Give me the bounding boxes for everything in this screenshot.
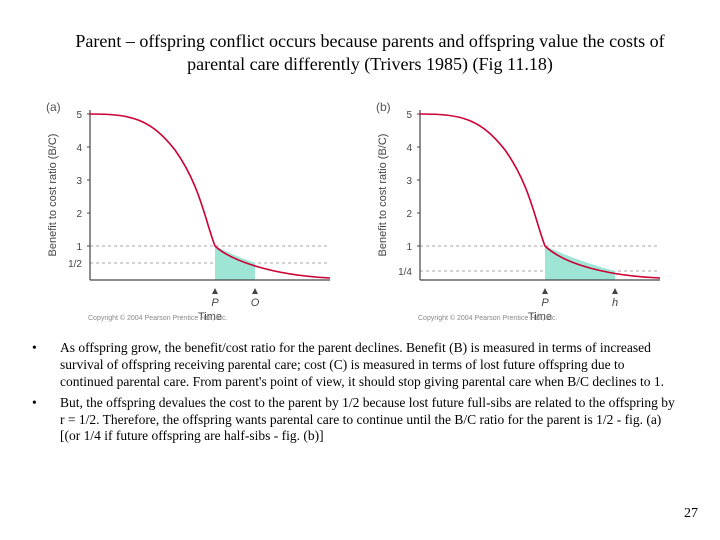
bullet-item: • But, the offspring devalues the cost t…: [30, 395, 680, 446]
bullet-text: But, the offspring devalues the cost to …: [60, 395, 680, 446]
chart-b-copyright: Copyright © 2004 Pearson Prentice Hall, …: [418, 315, 557, 322]
svg-text:P: P: [211, 297, 219, 309]
svg-text:Benefit to cost ratio (B/C): Benefit to cost ratio (B/C): [47, 134, 59, 257]
chart-a: (a) 5 4 3 2: [40, 100, 350, 330]
bullet-list: • As offspring grow, the benefit/cost ra…: [30, 340, 680, 449]
bullet-marker: •: [30, 395, 60, 446]
svg-text:3: 3: [406, 176, 412, 187]
svg-text:4: 4: [76, 143, 82, 154]
bullet-item: • As offspring grow, the benefit/cost ra…: [30, 340, 680, 391]
svg-text:3: 3: [76, 176, 82, 187]
chart-b-svg: 5 4 3 2 1 1/4 P h Time Benefit to cost r…: [370, 100, 680, 330]
svg-text:O: O: [251, 297, 260, 309]
chart-b: (b) 5 4 3 2 1 1/4: [370, 100, 680, 330]
svg-text:1: 1: [406, 242, 412, 253]
svg-text:Benefit to cost ratio (B/C): Benefit to cost ratio (B/C): [377, 134, 389, 257]
page-number: 27: [684, 506, 698, 522]
svg-text:1: 1: [76, 242, 82, 253]
svg-text:1/4: 1/4: [398, 267, 412, 278]
svg-text:5: 5: [406, 110, 412, 121]
chart-a-label: (a): [46, 100, 61, 114]
chart-row: (a) 5 4 3 2: [40, 100, 680, 330]
chart-a-svg: 5 4 3 2 1 1/2 P O Time Benefit to cost r…: [40, 100, 350, 330]
svg-text:h: h: [612, 297, 618, 309]
svg-text:1/2: 1/2: [68, 259, 82, 270]
chart-a-copyright: Copyright © 2004 Pearson Prentice Hall, …: [88, 315, 227, 322]
chart-b-label: (b): [376, 100, 391, 114]
svg-text:2: 2: [76, 209, 82, 220]
svg-text:4: 4: [406, 143, 412, 154]
svg-text:2: 2: [406, 209, 412, 220]
bullet-marker: •: [30, 340, 60, 391]
slide-title: Parent – offspring conflict occurs becau…: [60, 30, 680, 77]
bullet-text: As offspring grow, the benefit/cost rati…: [60, 340, 680, 391]
svg-text:5: 5: [76, 110, 82, 121]
svg-text:P: P: [541, 297, 549, 309]
